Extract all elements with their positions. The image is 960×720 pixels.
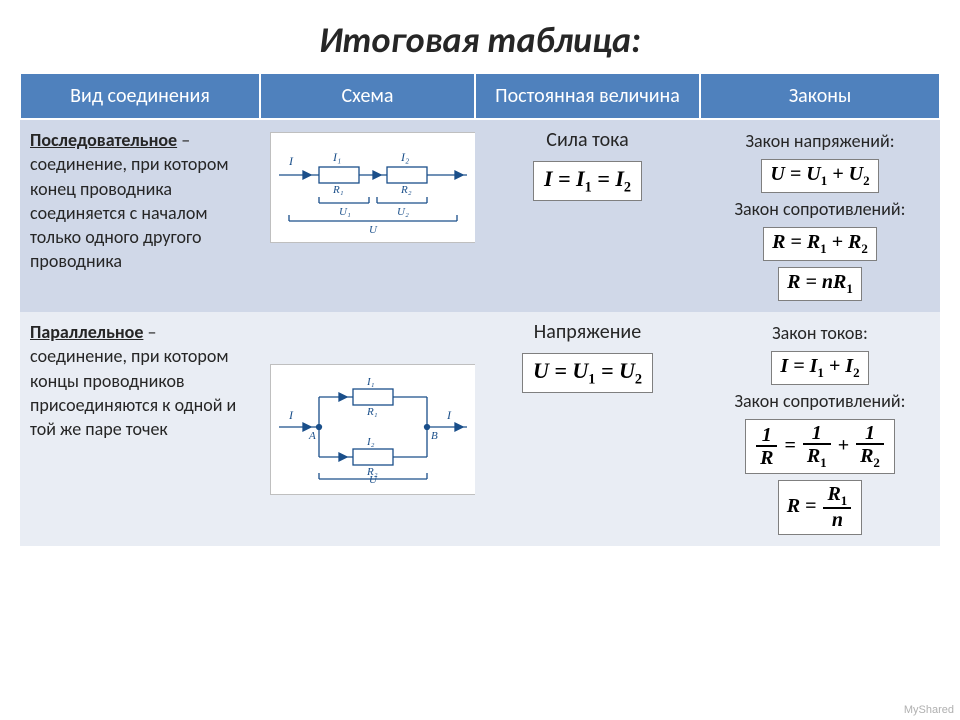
- svg-text:U: U: [369, 224, 378, 235]
- svg-text:R₁: R₁: [366, 406, 378, 418]
- table-header-row: Вид соединения Схема Постоянная величина…: [20, 73, 940, 119]
- col-laws: Законы: [700, 73, 940, 119]
- parallel-resist-law-label: Закон сопротивлений:: [710, 390, 930, 412]
- formula-series-resist-n: R = nR1: [778, 267, 862, 301]
- series-circuit-svg: I I₁ I₂ R₁ R₂ U₁ U₂ U: [275, 135, 471, 235]
- series-voltage-law-label: Закон напряжений:: [710, 130, 930, 152]
- table-row: Последовательное – соединение, при котор…: [20, 119, 940, 312]
- svg-text:B: B: [431, 430, 438, 442]
- parallel-circuit-svg: I I I₁ I₂ R₁ R₂ A B U: [275, 367, 471, 487]
- svg-text:I: I: [446, 408, 452, 422]
- svg-text:A: A: [308, 430, 316, 442]
- formula-parallel-resist-n: R = R1n: [778, 480, 863, 535]
- formula-series-current: I = I1 = I2: [533, 161, 642, 201]
- summary-table: Вид соединения Схема Постоянная величина…: [19, 72, 941, 546]
- series-resist-law-label: Закон сопротивлений:: [710, 198, 930, 220]
- formula-parallel-current: I = I1 + I2: [771, 351, 868, 385]
- svg-text:U: U: [369, 474, 378, 486]
- series-laws-cell: Закон напряжений: U = U1 + U2 Закон сопр…: [700, 119, 940, 312]
- parallel-laws-cell: Закон токов: I = I1 + I2 Закон сопротивл…: [700, 312, 940, 546]
- svg-text:I: I: [288, 408, 294, 422]
- formula-series-resist: R = R1 + R2: [763, 227, 877, 261]
- parallel-current-law-label: Закон токов:: [710, 322, 930, 344]
- svg-text:I₂: I₂: [366, 436, 375, 448]
- parallel-diagram: I I I₁ I₂ R₁ R₂ A B U: [270, 364, 476, 495]
- page-title: Итоговая таблица:: [0, 0, 960, 72]
- svg-text:U₂: U₂: [397, 206, 409, 218]
- svg-text:I₂: I₂: [400, 150, 409, 164]
- series-description: Последовательное – соединение, при котор…: [20, 119, 260, 312]
- svg-text:I₁: I₁: [332, 150, 341, 164]
- formula-parallel-voltage: U = U1 = U2: [522, 353, 653, 393]
- formula-series-voltage: U = U1 + U2: [761, 159, 878, 193]
- series-diagram-cell: I I₁ I₂ R₁ R₂ U₁ U₂ U: [260, 119, 475, 312]
- col-diagram: Схема: [260, 73, 475, 119]
- series-diagram: I I₁ I₂ R₁ R₂ U₁ U₂ U: [270, 132, 476, 243]
- parallel-diagram-cell: I I I₁ I₂ R₁ R₂ A B U: [260, 312, 475, 546]
- series-name: Последовательное: [30, 129, 177, 151]
- col-connection-type: Вид соединения: [20, 73, 260, 119]
- svg-text:I: I: [288, 154, 294, 168]
- parallel-constant-cell: Напряжение U = U1 = U2: [475, 312, 700, 546]
- series-constant-cell: Сила тока I = I1 = I2: [475, 119, 700, 312]
- parallel-description: Параллельное – соединение, при котором к…: [20, 312, 260, 546]
- watermark: MyShared: [904, 704, 954, 716]
- svg-text:U₁: U₁: [339, 206, 351, 218]
- parallel-name: Параллельное: [30, 321, 143, 343]
- slide: Итоговая таблица: Вид соединения Схема П…: [0, 0, 960, 720]
- col-constant: Постоянная величина: [475, 73, 700, 119]
- svg-text:I₁: I₁: [366, 376, 375, 388]
- svg-text:R₂: R₂: [400, 184, 412, 196]
- formula-parallel-resist: 1R = 1R1 + 1R2: [745, 419, 895, 474]
- table-row: Параллельное – соединение, при котором к…: [20, 312, 940, 546]
- parallel-constant-label: Напряжение: [485, 320, 690, 344]
- svg-text:R₁: R₁: [332, 184, 344, 196]
- series-constant-label: Сила тока: [485, 128, 690, 152]
